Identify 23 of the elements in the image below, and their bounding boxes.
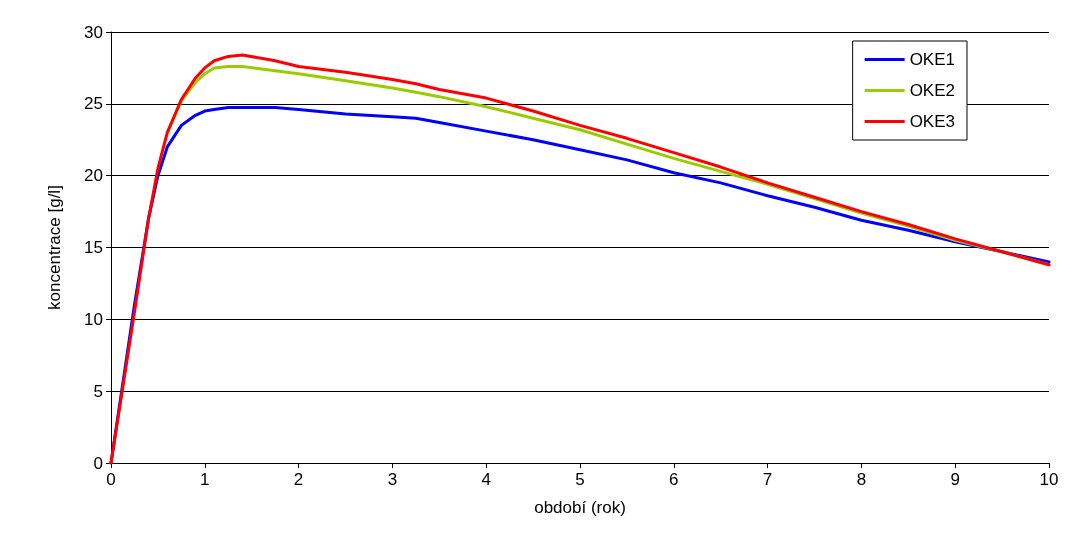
x-tick-label: 8 (856, 470, 867, 489)
x-tick-label: 6 (669, 470, 679, 489)
x-tick-label: 10 (1039, 470, 1059, 489)
y-tick-label: 20 (84, 166, 103, 186)
y-tick-label: 25 (84, 94, 103, 114)
y-tick-label: 10 (84, 309, 103, 329)
legend-label: OKE2 (909, 81, 955, 100)
legend-label: OKE3 (909, 112, 955, 131)
x-tick-label: 9 (950, 470, 960, 489)
y-tick-label: 5 (93, 381, 103, 401)
x-tick-label: 3 (387, 470, 398, 489)
x-tick-label: 0 (106, 470, 116, 489)
x-tick-label: 5 (575, 470, 585, 489)
y-tick-label: 0 (93, 453, 103, 473)
x-tick-label: 1 (200, 470, 210, 489)
y-tick-label: 15 (84, 238, 103, 257)
x-tick-label: 7 (762, 470, 773, 489)
x-tick-label: 4 (481, 470, 491, 489)
x-tick-label: 2 (293, 470, 304, 489)
x-axis-title: období (rok) (534, 498, 626, 517)
legend-label: OKE1 (909, 50, 955, 69)
y-tick-label: 30 (84, 22, 103, 42)
y-axis-title: koncentrace [g/l] (45, 185, 64, 310)
